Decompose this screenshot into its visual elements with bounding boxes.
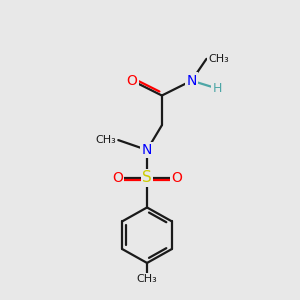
Text: H: H [213,82,222,95]
Text: CH₃: CH₃ [208,54,229,64]
Text: O: O [127,74,138,88]
Text: CH₃: CH₃ [137,274,158,284]
Text: N: N [142,143,152,157]
Text: CH₃: CH₃ [96,135,116,145]
Text: O: O [171,171,182,185]
Text: N: N [186,74,197,88]
Text: S: S [142,170,152,185]
Text: O: O [112,171,123,185]
